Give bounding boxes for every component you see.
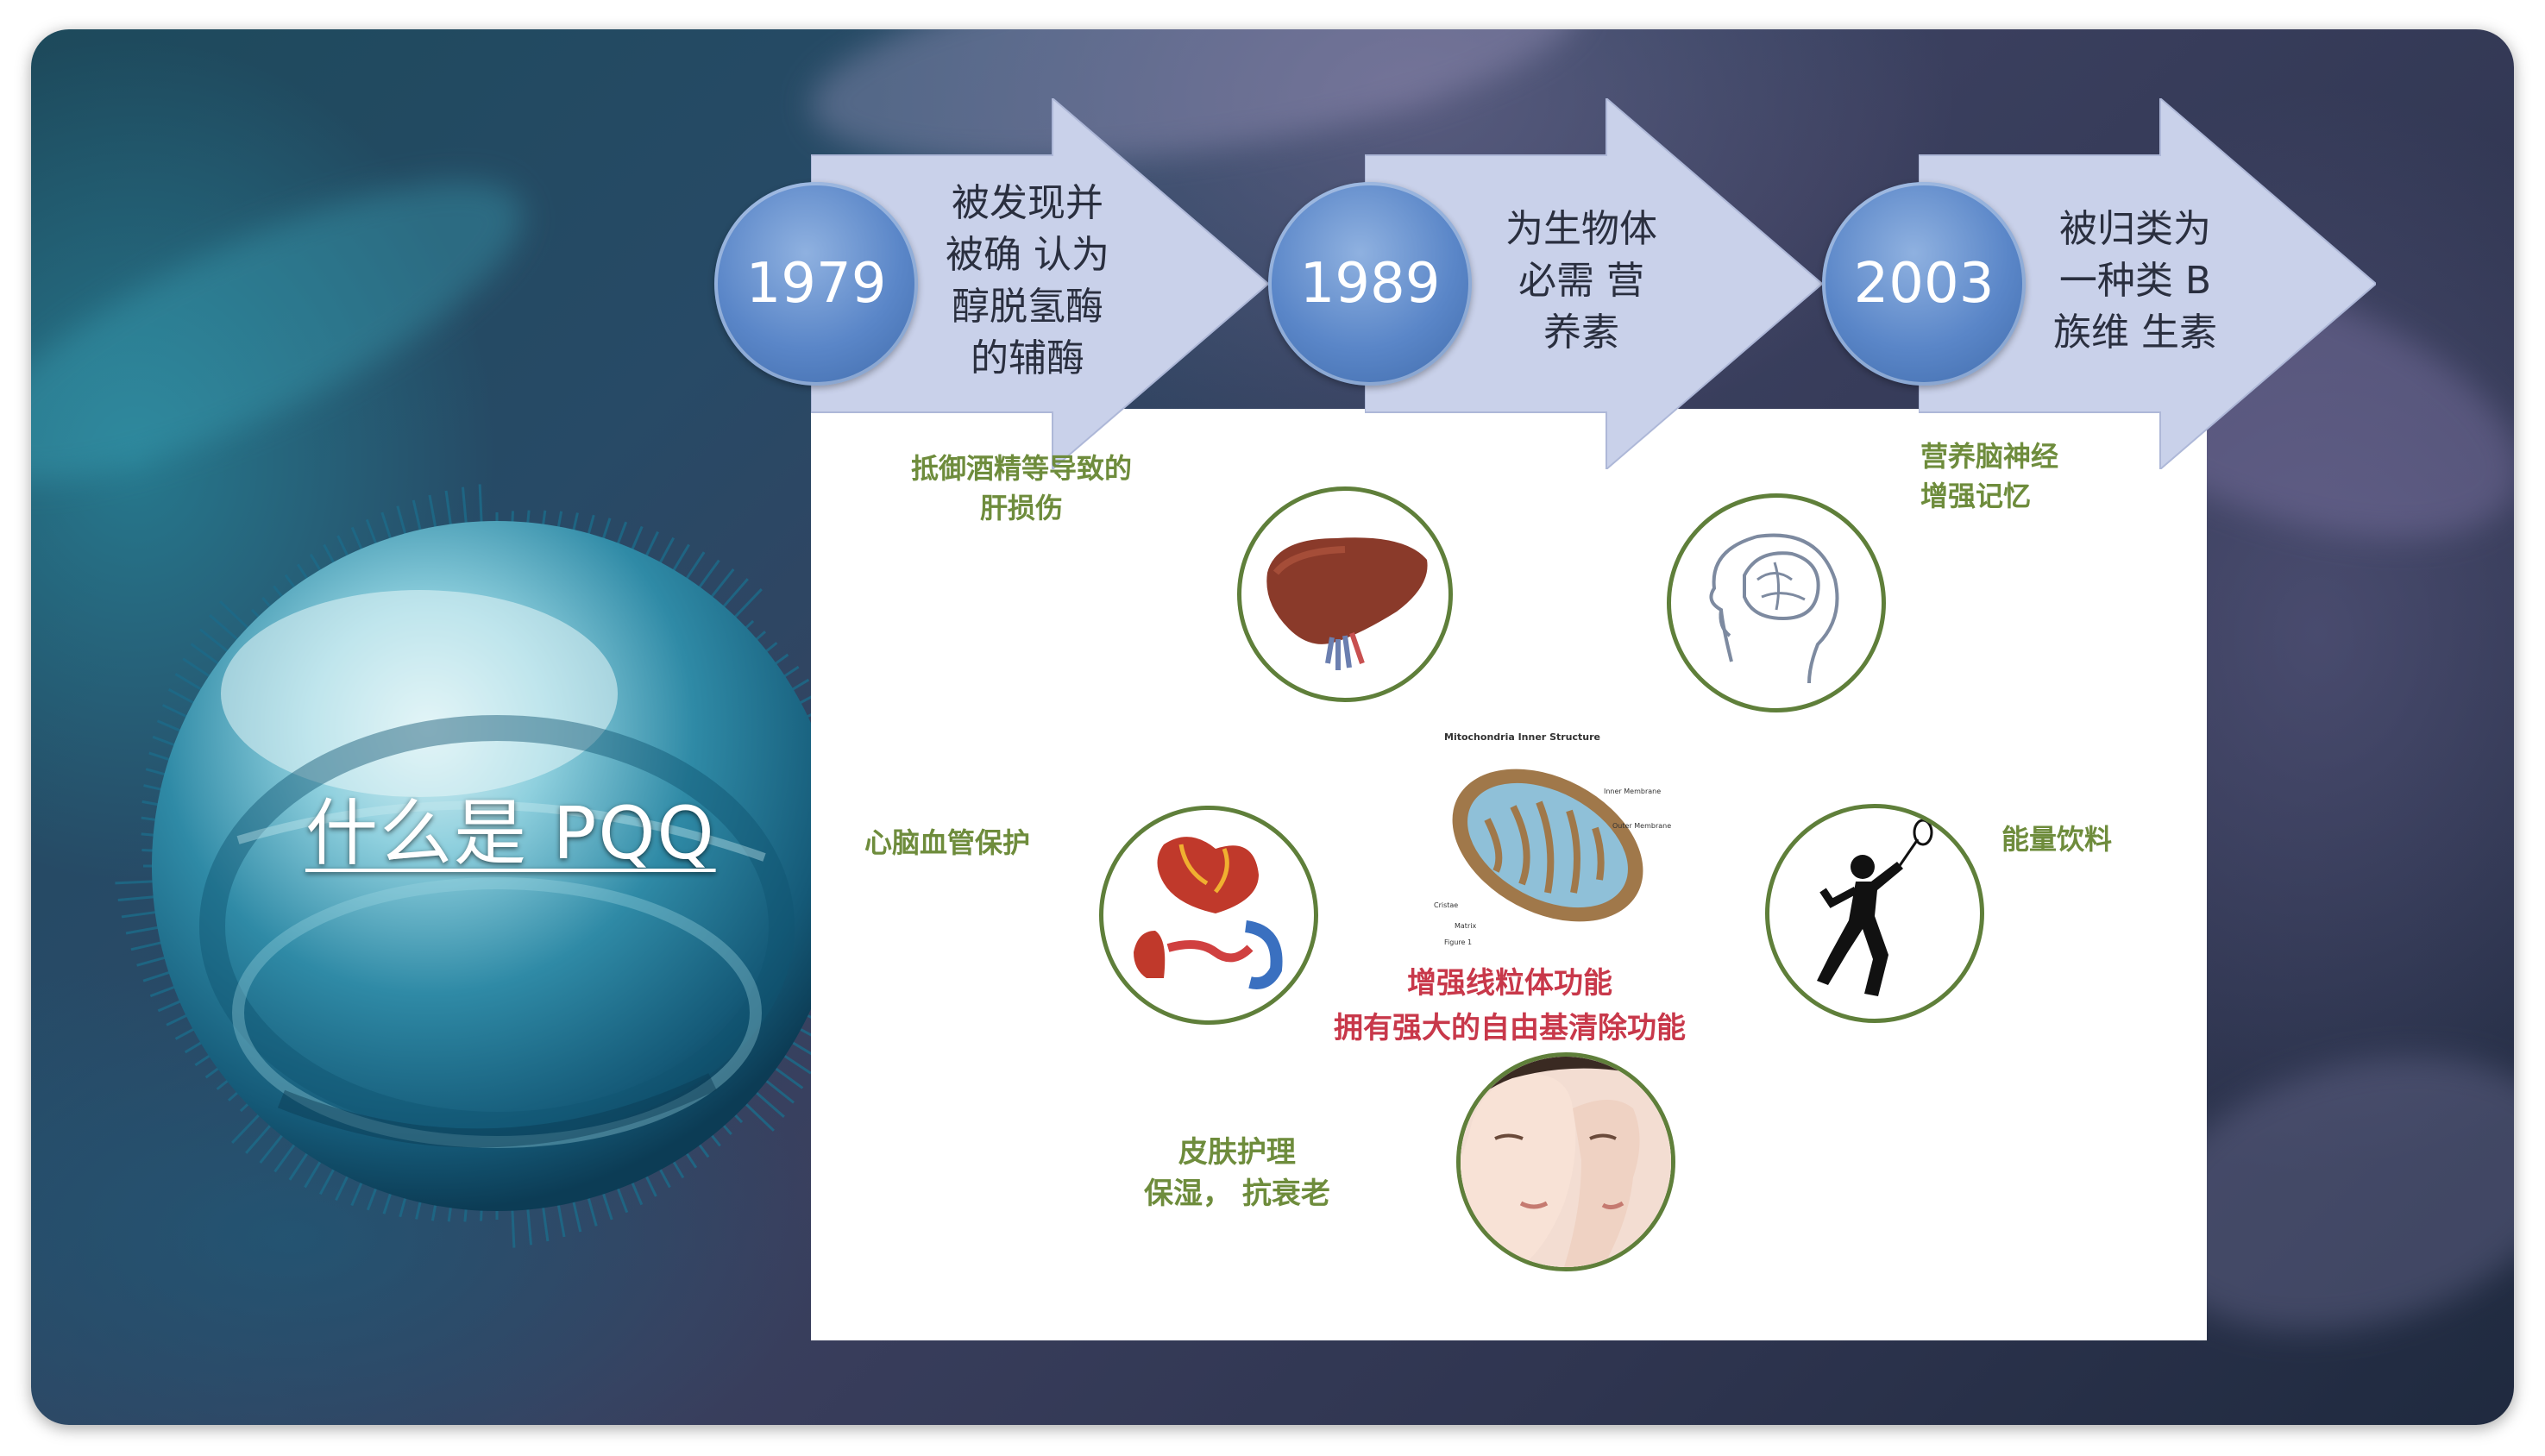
label-line: 醇脱氢酶	[952, 285, 1103, 329]
liver-icon	[1266, 537, 1428, 670]
benefit-brain-label: 营养脑神经 增强记忆	[1920, 436, 2058, 516]
mito-label: Outer Membrane	[1612, 822, 1671, 830]
mito-label: Matrix	[1455, 922, 1476, 930]
label-line: 抵御酒精等导致的	[911, 452, 1133, 485]
energy-ring	[1765, 804, 1984, 1023]
label-line: 拥有强大的自由基清除功能	[1334, 1011, 1686, 1045]
mito-label: Figure 1	[1444, 938, 1472, 946]
label-line: 增强记忆	[1920, 480, 2032, 512]
label-line: 被发现并	[952, 181, 1103, 225]
year-text: 2003	[1853, 252, 1995, 316]
label-line: 一种类 B	[2058, 259, 2212, 303]
benefit-heart-label: 心脑血管保护	[864, 826, 1031, 859]
label-line: 保湿， 抗衰老	[1144, 1177, 1330, 1211]
liver-ring	[1237, 486, 1453, 702]
label-line: 被归类为	[2059, 207, 2211, 251]
label-line: 营养脑神经	[1920, 440, 2059, 473]
label-line: 为生物体	[1505, 207, 1657, 251]
benefit-energy-label: 能量饮料	[2001, 823, 2113, 856]
label-line: 必需 营	[1518, 259, 1644, 303]
face-icon	[1461, 1057, 1671, 1267]
arrow-shape-1989	[1365, 98, 1822, 469]
bg-streak	[31, 125, 557, 537]
heart-ring	[1099, 806, 1318, 1025]
mito-title: Mitochondria Inner Structure	[1444, 731, 1600, 743]
label-line: 养素	[1543, 311, 1619, 355]
label-line: 增强线粒体功能	[1407, 966, 1612, 1001]
label-line: 肝损伤	[980, 492, 1064, 524]
label-line: 皮肤护理	[1178, 1135, 1296, 1170]
brain-ring	[1667, 493, 1886, 712]
label-line: 族维 生素	[2053, 311, 2217, 355]
label-line: 的辅酶	[971, 336, 1084, 380]
benefit-liver-label: 抵御酒精等导致的 肝损伤	[911, 449, 1132, 528]
heart-icon	[1134, 837, 1283, 989]
mitochondria-caption: 增强线粒体功能 拥有强大的自由基清除功能	[1334, 961, 1686, 1051]
arrow-shape-1979	[811, 98, 1268, 469]
mitochondria-icon: Mitochondria Inner Structure Inner Membr…	[1434, 731, 1671, 946]
slide-title: 什么是 PQQ	[305, 791, 716, 875]
badminton-player-icon	[1817, 819, 1933, 996]
skin-ring	[1456, 1052, 1675, 1271]
year-text: 1989	[1299, 252, 1441, 316]
year-badge: 1989	[1268, 182, 1472, 386]
timeline-label-1989: 为生物体 必需 营 养素	[1474, 204, 1689, 359]
brain-head-icon	[1709, 533, 1839, 684]
label-line: 被确 认为	[946, 233, 1109, 277]
slide: 什么是 PQQ 1979 1989 2003 被发现并 被确 认为 醇脱氢酶 的…	[31, 29, 2514, 1425]
timeline-label-2003: 被归类为 一种类 B 族维 生素	[2027, 204, 2243, 359]
year-badge: 2003	[1822, 182, 2026, 386]
year-text: 1979	[745, 252, 887, 316]
year-badge: 1979	[714, 182, 918, 386]
arrow-shape-2003	[1919, 98, 2376, 469]
mito-label: Cristae	[1434, 901, 1458, 909]
benefit-skin-label: 皮肤护理 保湿， 抗衰老	[1144, 1132, 1330, 1214]
mito-label: Inner Membrane	[1604, 788, 1661, 795]
timeline-label-1979: 被发现并 被确 认为 醇脱氢酶 的辅酶	[920, 178, 1135, 385]
